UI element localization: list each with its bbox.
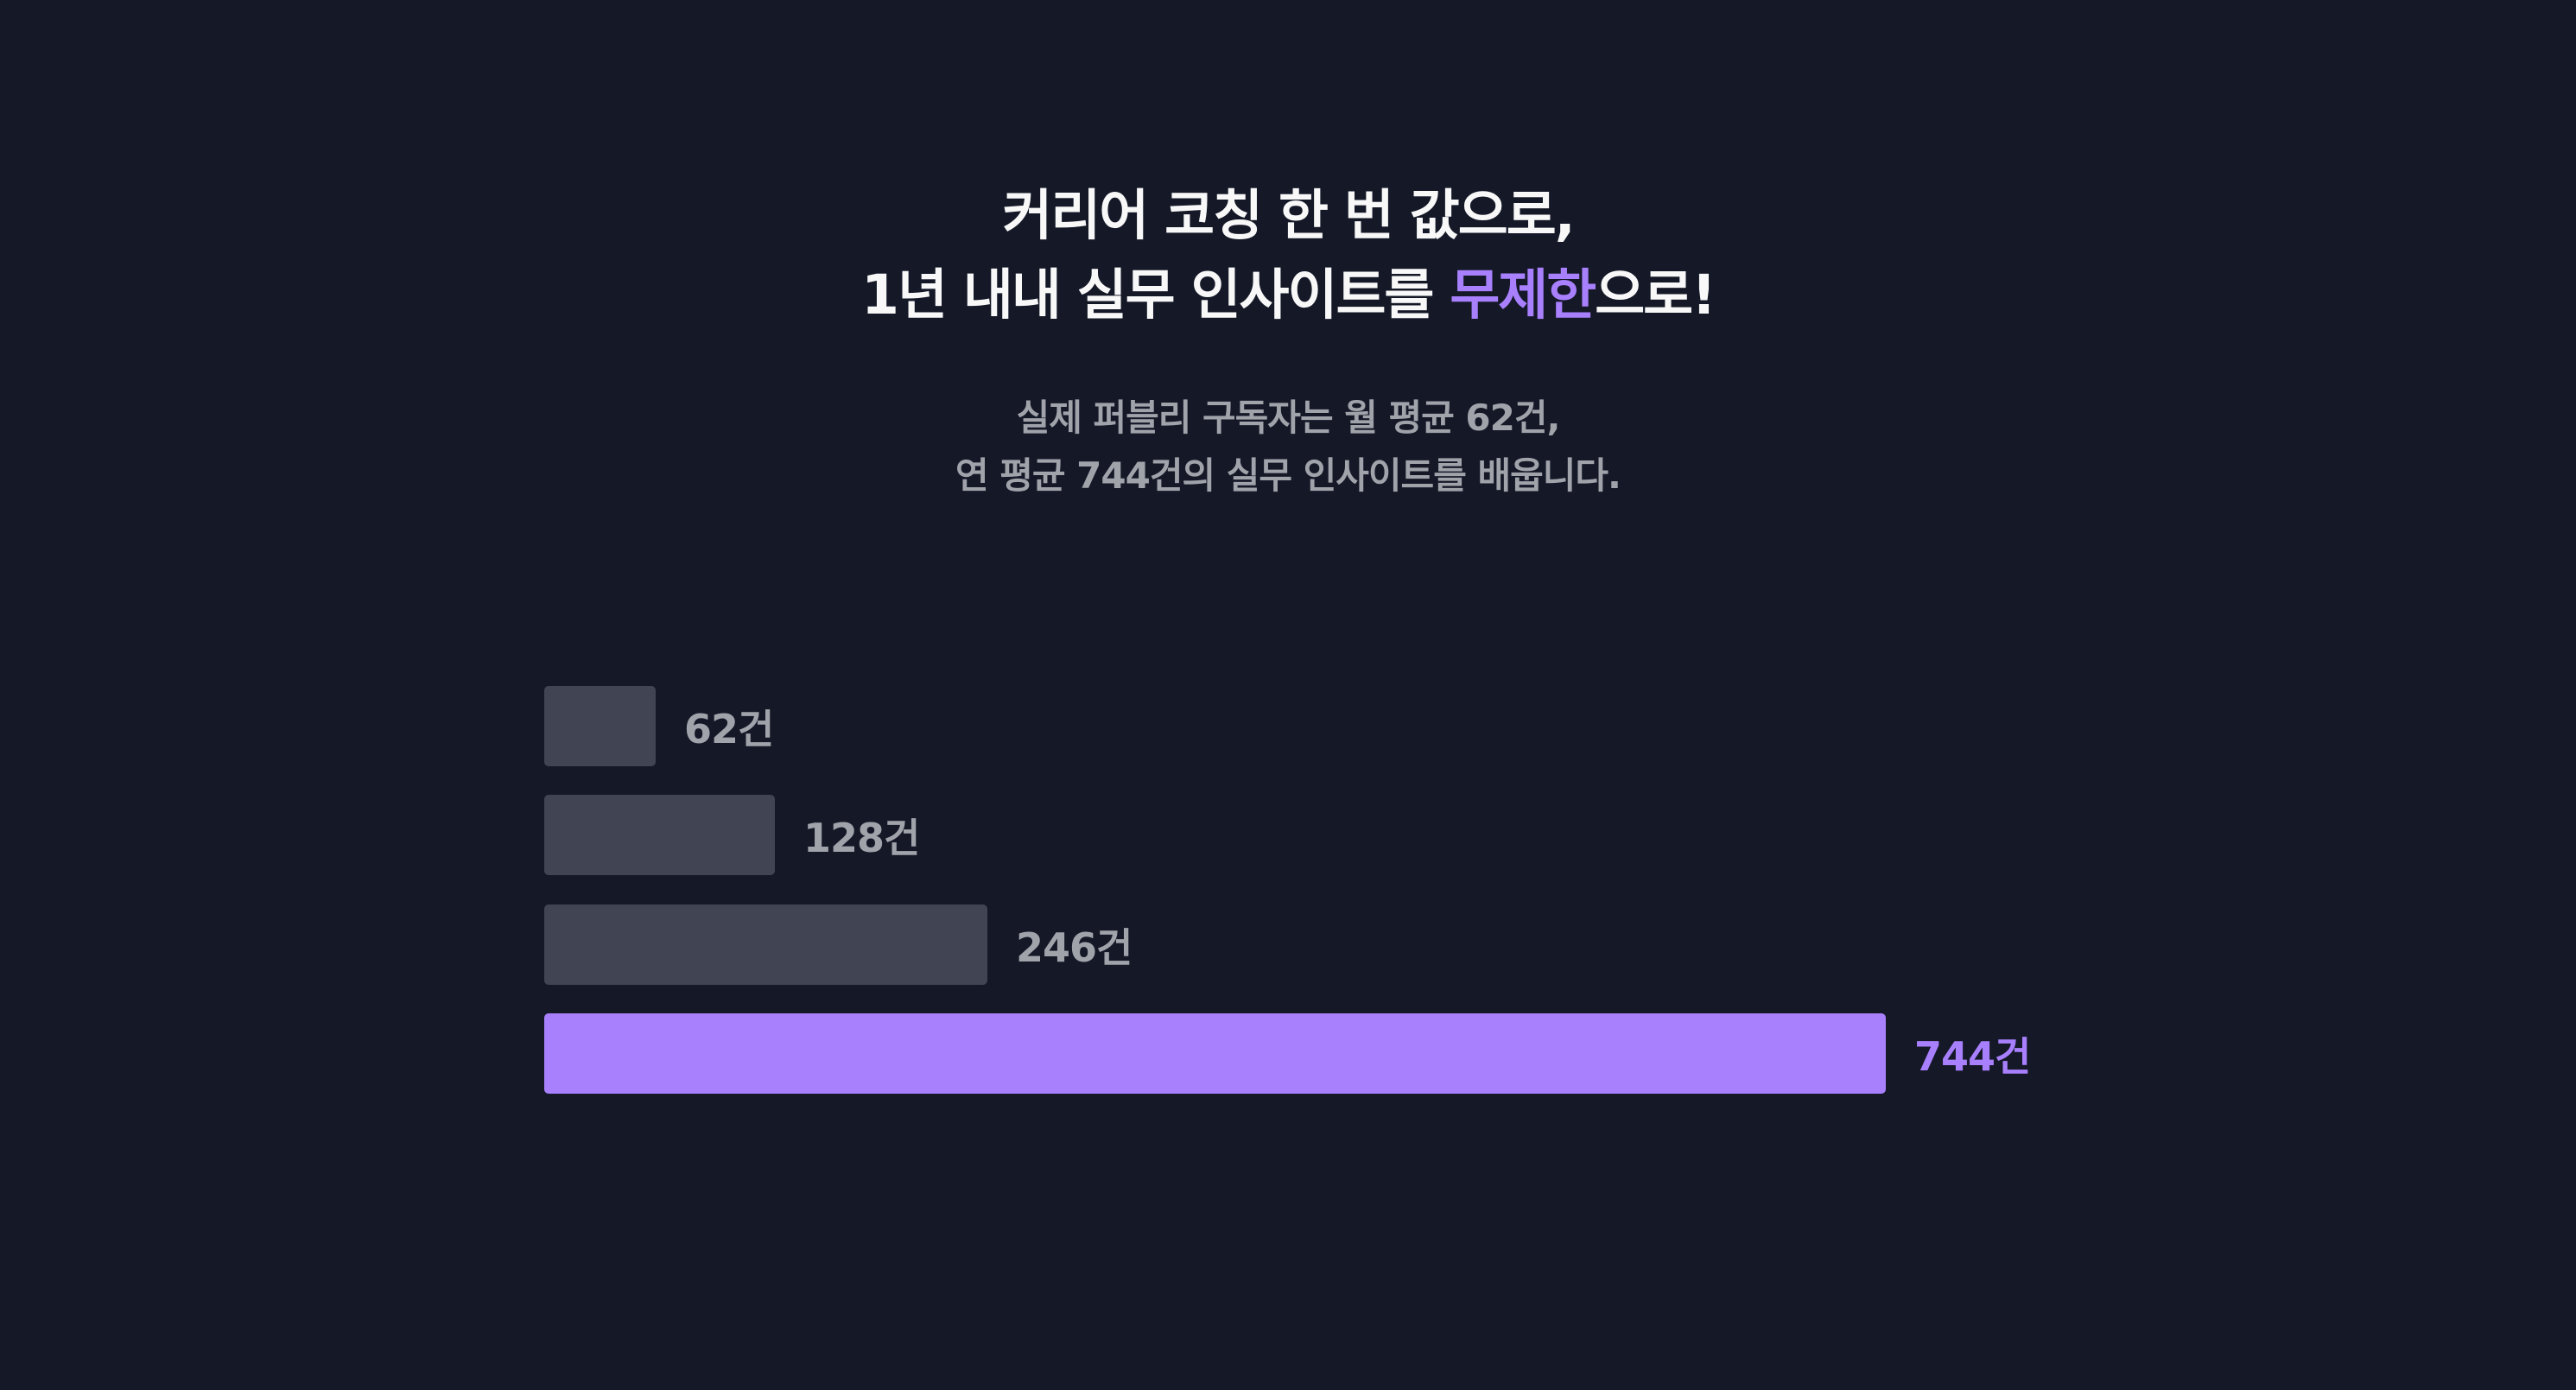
bar-row: 744건 [544, 1013, 2031, 1094]
bar-chart: 62건 128건 246건 744건 [544, 686, 2186, 1101]
bar [544, 1013, 1886, 1094]
headline: 커리어 코칭 한 번 값으로, 1년 내내 실무 인사이트를 무제한으로! [0, 176, 2576, 335]
bar-row: 62건 [544, 686, 774, 766]
bar-value-label: 744건 [1914, 1032, 2031, 1080]
headline-line-1: 커리어 코칭 한 번 값으로, [1002, 184, 1575, 247]
bar-value-label: 62건 [684, 705, 774, 752]
headline-line-2-prefix: 1년 내내 실무 인사이트를 [861, 263, 1450, 327]
subheadline: 실제 퍼블리 구독자는 월 평균 62건, 연 평균 744건의 실무 인사이트… [0, 389, 2576, 505]
bar [544, 686, 656, 766]
bar-row: 246건 [544, 904, 1133, 985]
headline-line-2-suffix: 으로! [1595, 263, 1716, 327]
bar [544, 904, 987, 985]
bar-value-label: 246건 [1016, 923, 1133, 971]
bar-value-label: 128건 [803, 814, 920, 861]
bar [544, 795, 775, 875]
subheadline-line-1: 실제 퍼블리 구독자는 월 평균 62건, [1016, 397, 1561, 439]
subheadline-line-2: 연 평균 744건의 실무 인사이트를 배웁니다. [955, 454, 1621, 497]
bar-row: 128건 [544, 795, 920, 875]
headline-line-2: 1년 내내 실무 인사이트를 무제한으로! [0, 256, 2576, 335]
headline-accent-text: 무제한 [1450, 263, 1596, 327]
